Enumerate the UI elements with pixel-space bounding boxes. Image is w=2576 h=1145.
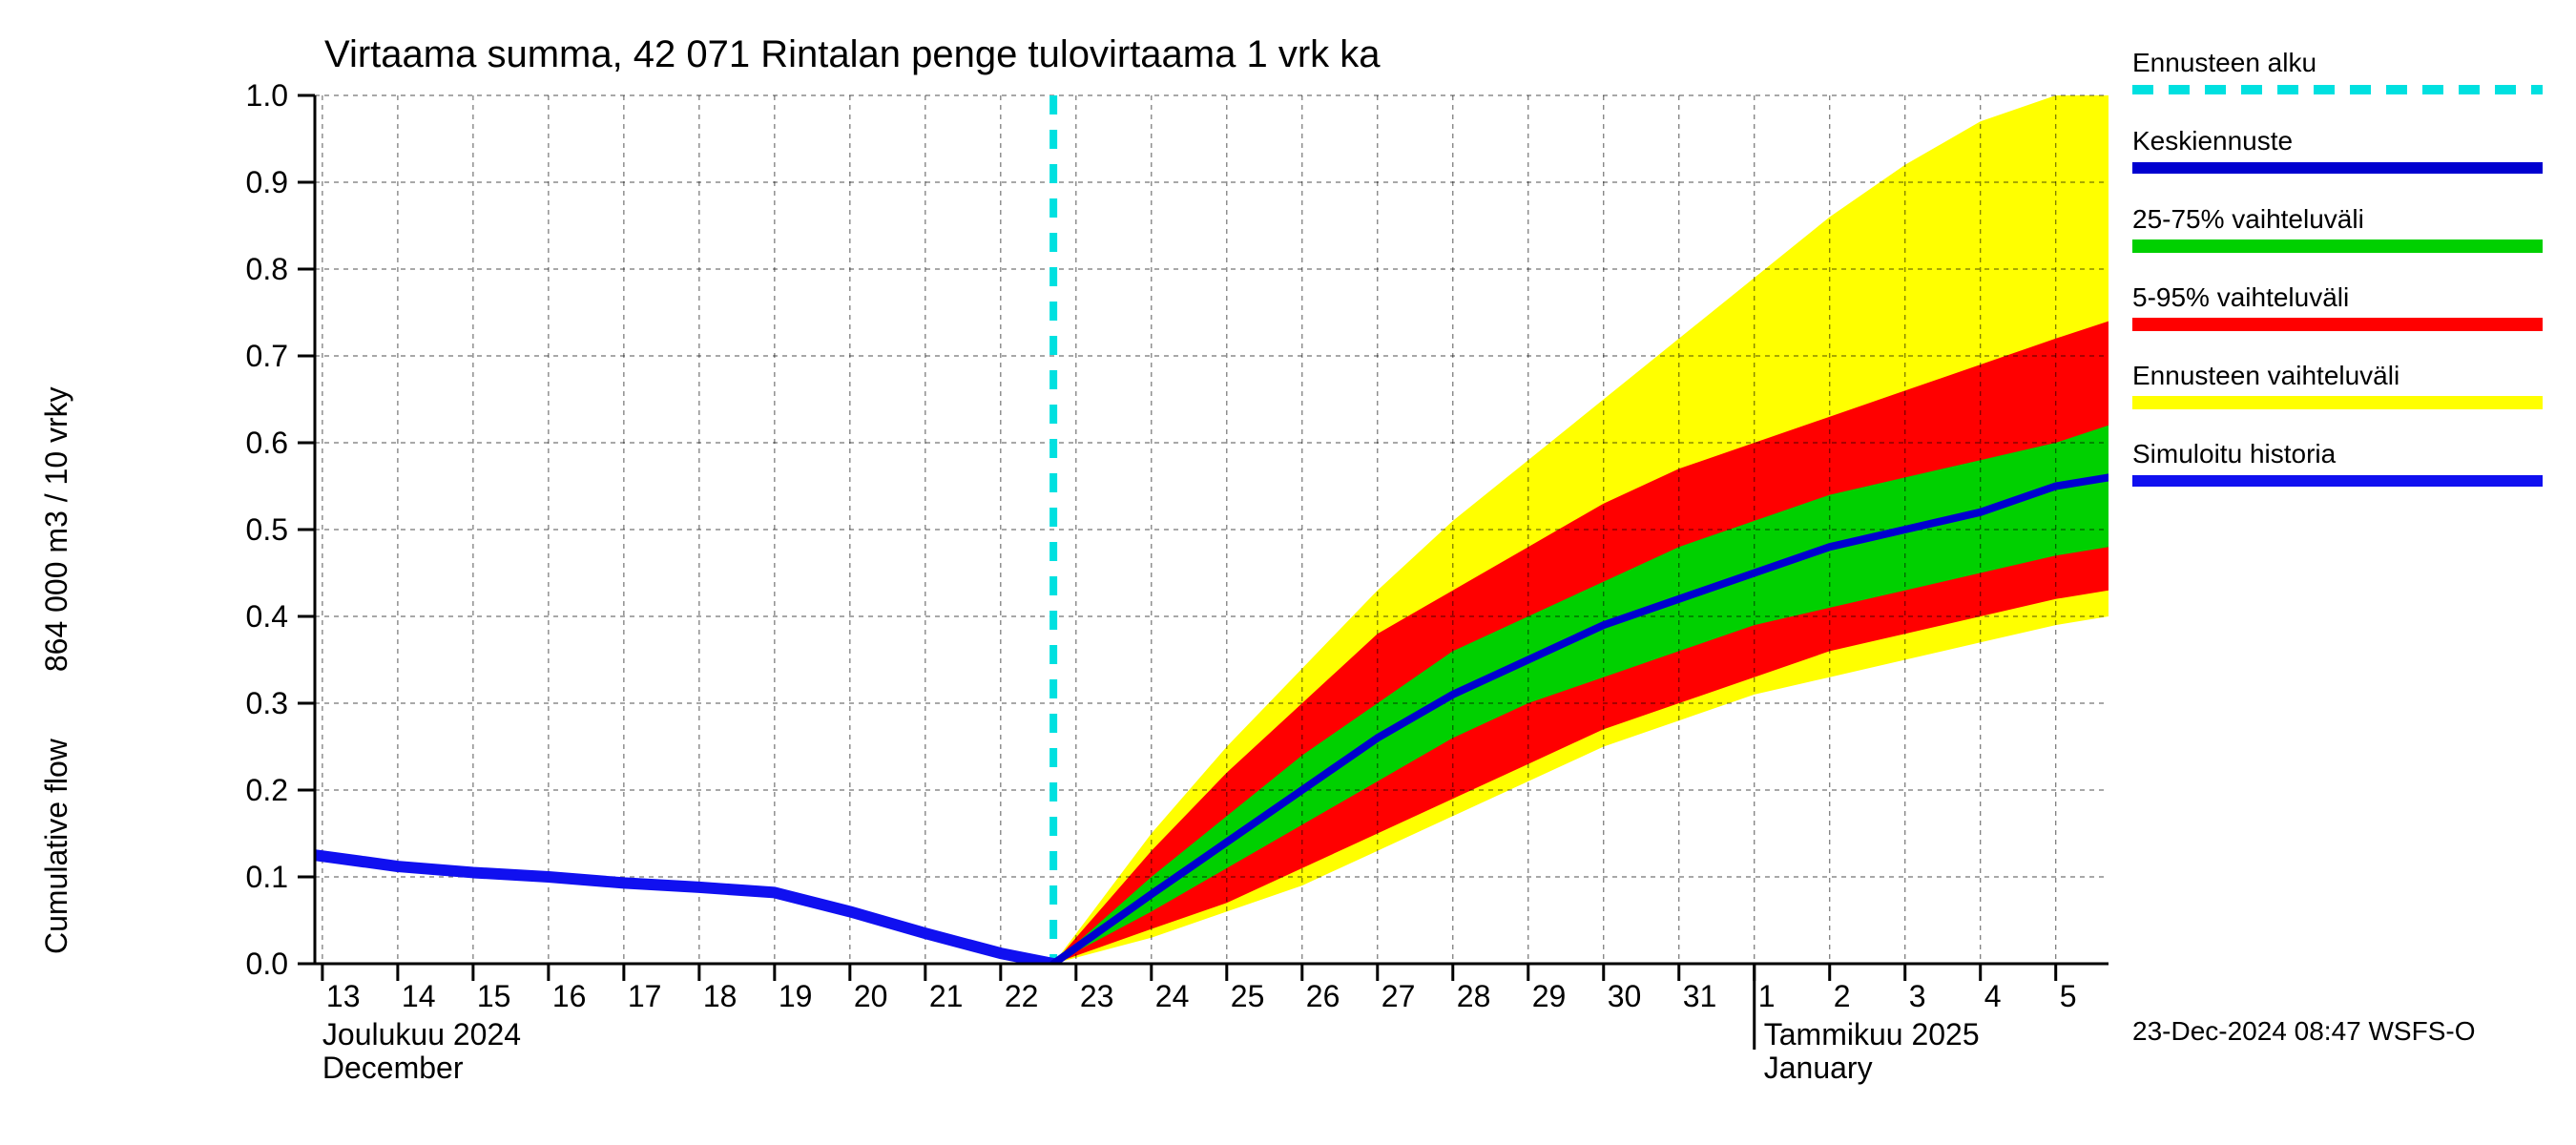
legend-label: 5-95% vaihteluväli xyxy=(2132,282,2349,312)
y-tick-label: 0.2 xyxy=(246,773,288,807)
x-tick-label: 23 xyxy=(1080,979,1114,1013)
x-tick-label: 2 xyxy=(1834,979,1851,1013)
x-tick-label: 15 xyxy=(477,979,511,1013)
legend-label: Ennusteen alku xyxy=(2132,48,2316,77)
x-tick-label: 14 xyxy=(402,979,436,1013)
x-tick-label: 22 xyxy=(1005,979,1039,1013)
y-tick-label: 0.4 xyxy=(246,599,288,634)
y-axis-label: Cumulative flow864 000 m3 / 10 vrky xyxy=(39,386,73,954)
x-tick-label: 3 xyxy=(1909,979,1926,1013)
x-tick-label: 4 xyxy=(1984,979,2002,1013)
x-tick-label: 29 xyxy=(1532,979,1567,1013)
chart-svg: 0.00.10.20.30.40.50.60.70.80.91.01314151… xyxy=(0,0,2576,1145)
chart-title: Virtaama summa, 42 071 Rintalan penge tu… xyxy=(324,33,1381,75)
x-tick-label: 20 xyxy=(854,979,888,1013)
y-tick-label: 1.0 xyxy=(246,78,288,113)
x-tick-label: 17 xyxy=(628,979,662,1013)
x-tick-label: 18 xyxy=(703,979,737,1013)
legend-swatch xyxy=(2132,318,2543,331)
x-tick-label: 13 xyxy=(326,979,361,1013)
y-tick-label: 0.0 xyxy=(246,947,288,981)
month1-label-en: December xyxy=(322,1051,464,1085)
x-tick-label: 25 xyxy=(1231,979,1265,1013)
y-tick-label: 0.3 xyxy=(246,686,288,720)
legend-swatch xyxy=(2132,239,2543,253)
x-tick-label: 31 xyxy=(1683,979,1717,1013)
x-tick-label: 28 xyxy=(1457,979,1491,1013)
legend-label: 25-75% vaihteluväli xyxy=(2132,204,2364,234)
x-tick-label: 27 xyxy=(1381,979,1416,1013)
footer-text: 23-Dec-2024 08:47 WSFS-O xyxy=(2132,1016,2476,1046)
chart-container: 0.00.10.20.30.40.50.60.70.80.91.01314151… xyxy=(0,0,2576,1145)
x-tick-label: 30 xyxy=(1608,979,1642,1013)
x-tick-label: 24 xyxy=(1155,979,1190,1013)
legend-label: Ennusteen vaihteluväli xyxy=(2132,361,2399,390)
x-tick-label: 5 xyxy=(2060,979,2077,1013)
y-tick-label: 0.8 xyxy=(246,252,288,286)
x-tick-label: 16 xyxy=(552,979,587,1013)
y-tick-label: 0.1 xyxy=(246,860,288,894)
y-tick-label: 0.7 xyxy=(246,339,288,373)
month2-label-en: January xyxy=(1764,1051,1873,1085)
y-tick-label: 0.5 xyxy=(246,512,288,547)
x-tick-label: 1 xyxy=(1758,979,1776,1013)
legend-label: Simuloitu historia xyxy=(2132,439,2337,468)
y-tick-label: 0.6 xyxy=(246,426,288,460)
month2-label-fi: Tammikuu 2025 xyxy=(1764,1017,1980,1051)
y-tick-label: 0.9 xyxy=(246,165,288,199)
month1-label-fi: Joulukuu 2024 xyxy=(322,1017,521,1051)
x-tick-label: 21 xyxy=(929,979,964,1013)
legend-swatch xyxy=(2132,396,2543,409)
x-tick-label: 19 xyxy=(779,979,813,1013)
x-tick-label: 26 xyxy=(1306,979,1340,1013)
legend-label: Keskiennuste xyxy=(2132,126,2293,156)
